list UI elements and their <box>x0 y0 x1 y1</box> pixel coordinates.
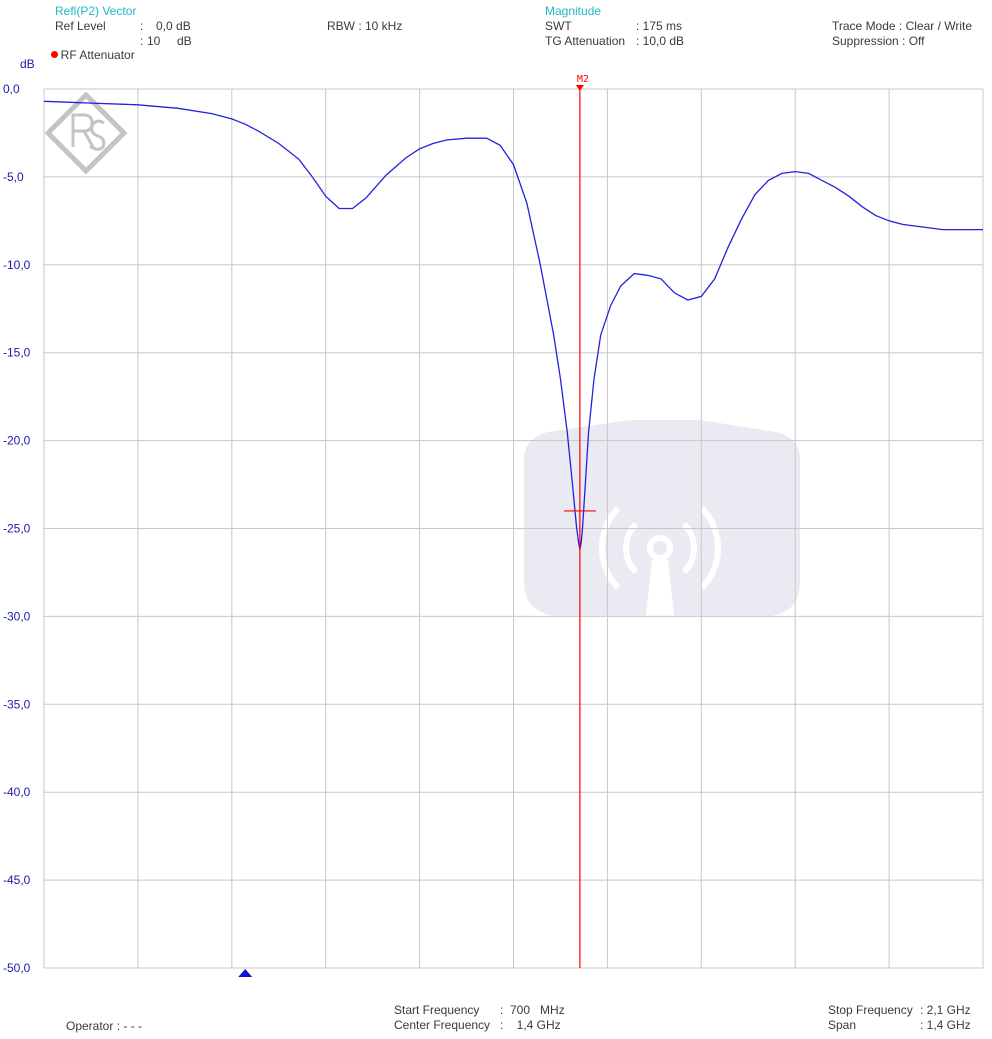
y-tick-label: -5,0 <box>3 170 24 184</box>
rf-att-label: RF Attenuator <box>60 48 135 62</box>
span-label: Span <box>828 1018 857 1032</box>
watermark-stem <box>646 560 674 616</box>
watermark-dot <box>647 535 673 561</box>
swt-value: : 175 ms <box>636 19 683 33</box>
trace-mode: Trace Mode : Clear / Write <box>832 19 973 33</box>
bottom-arrow-icon[interactable] <box>238 969 253 977</box>
stop-frequency-label: Stop Frequency <box>828 1003 913 1017</box>
rf-att-value: 10 <box>147 34 161 48</box>
y-axis-label: dB <box>20 57 35 71</box>
format-label: Magnitude <box>545 4 602 18</box>
y-tick-label: -30,0 <box>3 609 31 623</box>
marker-m2[interactable]: M2 <box>563 74 596 968</box>
y-tick-label: -40,0 <box>3 785 31 799</box>
rf-attenuator-row: RF Attenuator <box>44 34 135 62</box>
rf-att-unit: dB <box>177 34 192 48</box>
y-axis-ticks: 0,0 -5,0 -10,0 -15,0 -20,0 -25,0 -30,0 -35,0 -40… <box>3 82 31 975</box>
rs-logo-s <box>89 119 106 151</box>
trace-name: Refl(P2) Vector <box>55 4 137 18</box>
marker-triangle-icon <box>575 85 584 91</box>
center-frequency-label: Center Frequency <box>394 1018 491 1032</box>
watermark-logo <box>524 420 800 616</box>
rf-att-sep: : <box>140 34 144 48</box>
span-value: : 1,4 GHz <box>920 1018 971 1032</box>
watermark-arc-left-outer <box>599 505 621 591</box>
rs-logo-diamond <box>44 91 128 175</box>
rs-logo-r <box>71 113 95 148</box>
y-tick-label: -25,0 <box>3 522 31 536</box>
suppression: Suppression : Off <box>832 34 925 48</box>
watermark-body <box>524 420 800 616</box>
operator: Operator : - - - <box>66 1019 143 1033</box>
y-tick-label: -20,0 <box>3 434 31 448</box>
tg-value: : 10,0 dB <box>636 34 685 48</box>
rf-attenuator-indicator <box>50 51 58 58</box>
y-tick-label: -45,0 <box>3 873 31 887</box>
start-frequency-value: : 700 MHz <box>500 1003 565 1017</box>
watermark-arc-right-outer <box>699 505 721 591</box>
y-tick-label: 0,0 <box>3 82 20 96</box>
rs-logo <box>44 91 128 175</box>
y-tick-label: -35,0 <box>3 697 31 711</box>
y-tick-label: -50,0 <box>3 961 31 975</box>
y-tick-label: -10,0 <box>3 258 31 272</box>
start-frequency-label: Start Frequency <box>394 1003 480 1017</box>
ref-level-value: 0,0 dB <box>156 19 191 33</box>
ref-level-label: Ref Level <box>55 19 106 33</box>
tg-label: TG Attenuation <box>545 34 626 48</box>
center-frequency-value: : 1,4 GHz <box>500 1018 561 1032</box>
y-tick-label: -15,0 <box>3 346 31 360</box>
trace-line <box>43 100 983 550</box>
stop-frequency-value: : 2,1 GHz <box>920 1003 971 1017</box>
marker-label: M2 <box>577 74 589 85</box>
rbw-readout: RBW : 10 kHz <box>327 19 403 33</box>
plot-grid <box>43 88 984 969</box>
ref-level-sep: : <box>140 19 144 33</box>
swt-label: SWT <box>545 19 572 33</box>
